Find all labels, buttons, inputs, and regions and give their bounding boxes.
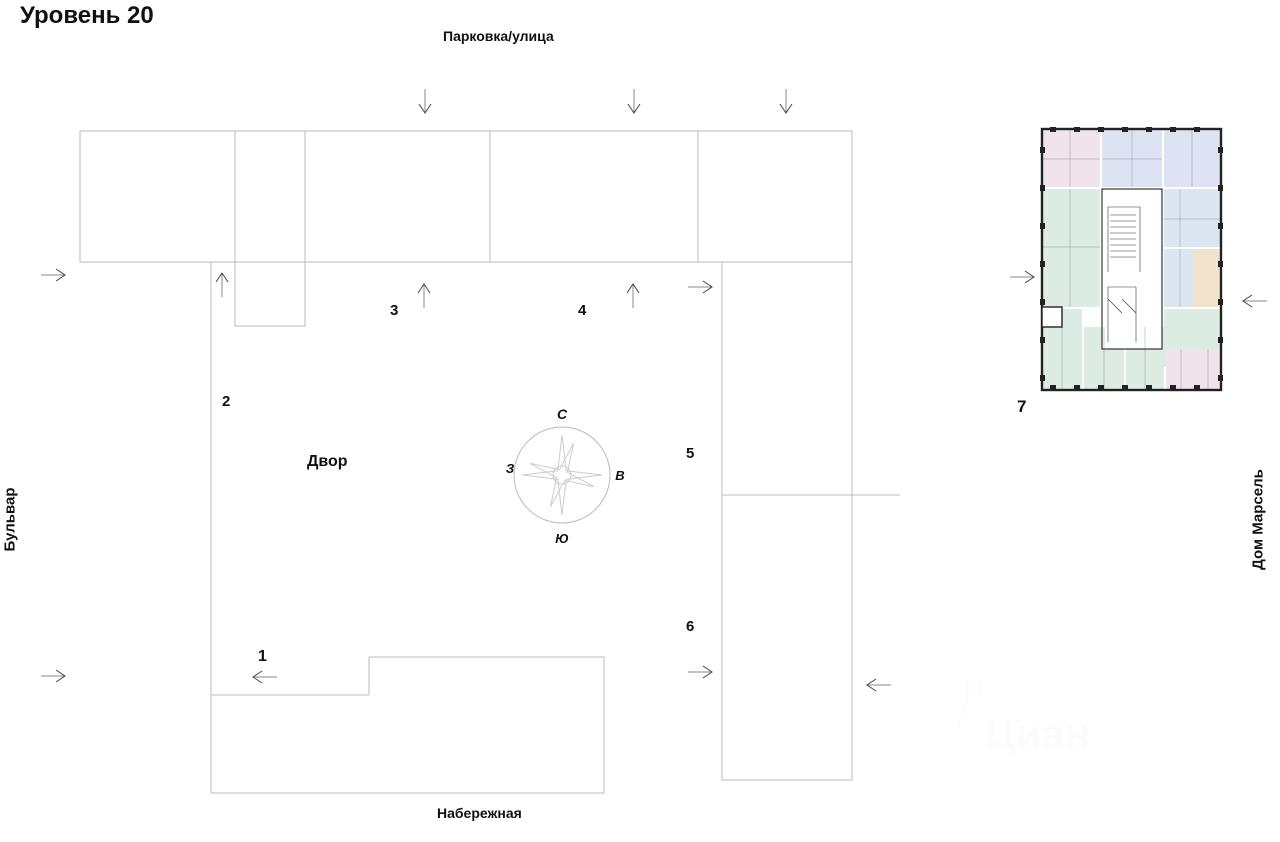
svg-text:С: С [557, 406, 568, 422]
svg-text:В: В [615, 468, 624, 483]
svg-text:Циан: Циан [985, 710, 1090, 757]
svg-text:Ю: Ю [555, 531, 569, 546]
svg-text:З: З [506, 461, 515, 476]
